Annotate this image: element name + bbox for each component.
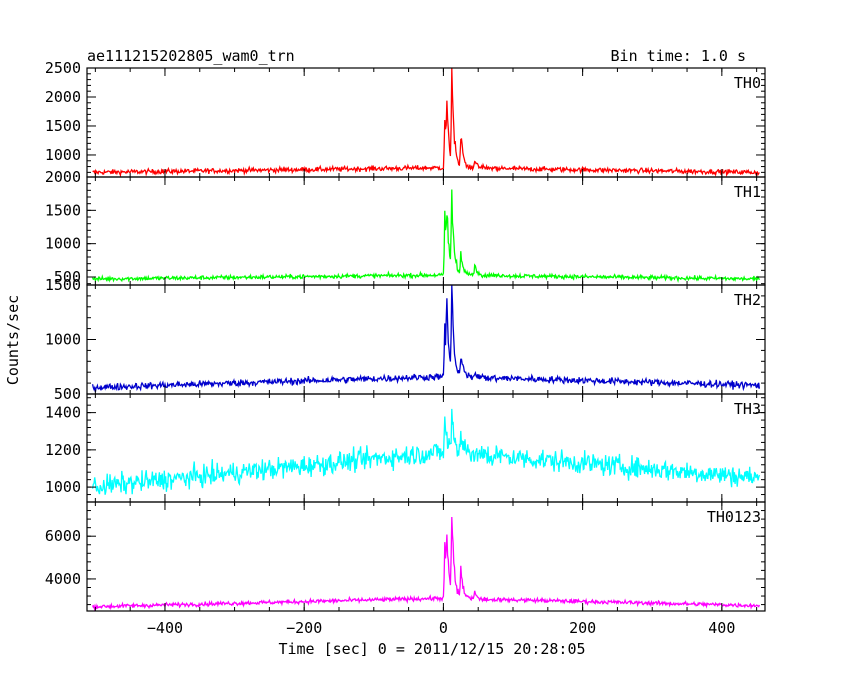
y-tick-label: 500: [54, 385, 81, 403]
panels-layer: 1000150020002500TH0500100015002000TH1500…: [45, 59, 766, 637]
panel-th0123: 4000 6000 TH0123: [45, 501, 766, 612]
y-tick-label: 500: [54, 268, 81, 286]
y-tick-label: 1000: [45, 235, 81, 253]
panel-frame: [86, 501, 766, 612]
y-tick-label: 2000: [45, 88, 81, 106]
y-tick-label: 2500: [45, 59, 81, 77]
panel-label-th2: TH2: [734, 291, 761, 309]
y-tick-label: 1500: [45, 117, 81, 135]
chart-title: ae111215202805_wam0_trn: [87, 47, 295, 65]
panel-label-th0: TH0: [734, 74, 761, 92]
panel-th2: 500 1000 1500 TH2: [45, 276, 766, 403]
panel-frame: [86, 67, 766, 178]
y-tick-label: 1000: [45, 331, 81, 349]
panel-label-th1: TH1: [734, 183, 761, 201]
panel-th3: 1000 1200 1400 TH3: [45, 393, 766, 503]
series-line-th3: [91, 408, 761, 495]
y-tick-label: 2000: [45, 168, 81, 186]
panel-label-th0123: TH0123: [707, 508, 761, 526]
y-tick-label: 4000: [45, 570, 81, 588]
y-tick-label: 1500: [45, 276, 81, 294]
x-axis-label: Time [sec] 0 = 2011/12/15 20:28:05: [278, 640, 585, 658]
series-line-th0123: [91, 516, 761, 612]
panel-th1: 500 1000 1500 2000 TH1: [45, 168, 766, 286]
y-tick-label: 1000: [45, 146, 81, 164]
series-line-th0: [92, 68, 760, 178]
y-tick-label: 1000: [45, 478, 81, 496]
bin-time-label: Bin time: 1.0 s: [611, 47, 746, 65]
panel-th0: 1000 1500 2000 2500 TH0: [45, 59, 766, 178]
y-tick-label: 1500: [45, 201, 81, 219]
x-tick-label: 0: [439, 619, 448, 637]
x-tick-label: 200: [569, 619, 596, 637]
y-tick-label: 6000: [45, 527, 81, 545]
series-line-th2: [91, 285, 761, 393]
y-axis-label: Counts/sec: [4, 295, 22, 385]
y-tick-label: 1200: [45, 441, 81, 459]
x-tick-label: −200: [286, 619, 322, 637]
panel-frame: [86, 176, 766, 286]
x-tick-label: −400: [147, 619, 183, 637]
panel-label-th3: TH3: [734, 400, 761, 418]
x-tick-label: 400: [708, 619, 735, 637]
series-line-th1: [91, 189, 760, 283]
y-tick-label: 1400: [45, 404, 81, 422]
